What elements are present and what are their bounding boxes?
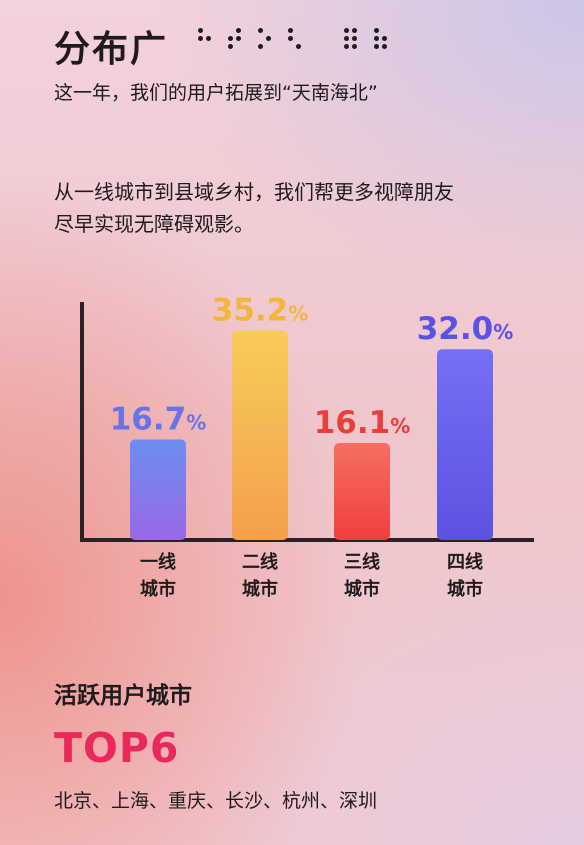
- active-cities-title: 活跃用户城市: [54, 683, 192, 709]
- braille-dot: [236, 28, 241, 33]
- bar-3: [334, 443, 390, 540]
- category-label-3-line-2: 城市: [344, 578, 380, 600]
- page-subtitle: 这一年，我们的用户拓展到“天南海北”: [54, 82, 378, 104]
- page-title: 分布广: [54, 29, 169, 70]
- braille-dot: [206, 36, 211, 41]
- description-line-1: 从一线城市到县域乡村，我们帮更多视障朋友: [54, 180, 454, 204]
- braille-dot: [296, 44, 301, 49]
- braille-dot: [374, 44, 379, 49]
- top6-badge: TOP6: [54, 724, 180, 772]
- braille-dot: [236, 36, 241, 41]
- braille-dot: [198, 28, 203, 33]
- braille-dot: [198, 36, 203, 41]
- category-label-1-line-2: 城市: [140, 578, 176, 600]
- braille-dot: [382, 36, 387, 41]
- category-label-1-line-1: 一线: [140, 551, 176, 573]
- braille-dot: [288, 36, 293, 41]
- braille-dot: [288, 28, 293, 33]
- bar-value-label-1: 16.7%: [110, 401, 207, 437]
- braille-dot: [352, 36, 357, 41]
- bar-4: [437, 349, 493, 540]
- braille-dot: [344, 36, 349, 41]
- category-label-4-line-2: 城市: [447, 578, 483, 600]
- active-cities-list: 北京、上海、重庆、长沙、杭州、深圳: [54, 790, 378, 812]
- bar-value-label-2: 35.2%: [212, 292, 309, 328]
- category-label-2-line-1: 二线: [242, 551, 278, 573]
- category-label-2-line-2: 城市: [242, 578, 278, 600]
- braille-dot: [228, 36, 233, 41]
- braille-dot: [344, 44, 349, 49]
- braille-dot: [258, 28, 263, 33]
- braille-dot: [228, 44, 233, 49]
- description-line-2: 尽早实现无障碍观影。: [54, 212, 254, 236]
- braille-dot: [258, 44, 263, 49]
- braille-dot: [266, 36, 271, 41]
- category-label-3-line-1: 三线: [344, 551, 380, 573]
- braille-dot: [374, 36, 379, 41]
- braille-dot: [352, 44, 357, 49]
- braille-dot: [374, 28, 379, 33]
- braille-dot: [382, 44, 387, 49]
- bar-value-label-4: 32.0%: [417, 311, 514, 347]
- braille-dot: [352, 28, 357, 33]
- braille-dot: [344, 28, 349, 33]
- bar-2: [232, 330, 288, 540]
- description: 从一线城市到县域乡村，我们帮更多视障朋友 尽早实现无障碍观影。: [54, 176, 554, 240]
- category-label-4-line-1: 四线: [447, 551, 483, 573]
- bar-1: [130, 439, 186, 540]
- bar-value-label-3: 16.1%: [314, 405, 411, 441]
